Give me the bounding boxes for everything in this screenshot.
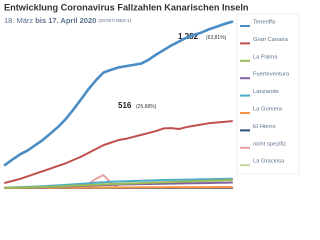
annotation-value: 516 xyxy=(118,101,132,110)
subtitle-part: (20:00 h MEZ-1) xyxy=(98,18,131,23)
legend-label: Lanzarote xyxy=(253,89,279,95)
legend-label: La Palma xyxy=(253,54,278,60)
chart: Entwicklung Coronavirus Fallzahlen Kanar… xyxy=(3,2,300,189)
chart-title: Entwicklung Coronavirus Fallzahlen Kanar… xyxy=(4,2,249,12)
legend-label: nicht spezifiz xyxy=(253,141,286,147)
annotation-share: (63,81%) xyxy=(206,35,227,41)
subtitle-part: bis 17. April 2020 xyxy=(35,16,96,25)
chart-subtitle: 18. März bis 17. April 2020 (20:00 h MEZ… xyxy=(4,16,132,25)
annotation-share: (25,68%) xyxy=(136,104,157,110)
legend-label: Fuerteventura xyxy=(253,72,290,78)
series-line xyxy=(3,20,234,167)
legend-label: La Graciosa xyxy=(253,159,285,165)
subtitle-part: 18. März xyxy=(4,16,33,25)
series-line xyxy=(4,120,233,184)
legend-label: La Gomera xyxy=(253,107,283,113)
legend-label: El Hierro xyxy=(253,124,276,130)
series-line xyxy=(4,178,233,189)
legend-label: Teneriffa xyxy=(253,20,276,26)
legend-label: Gran Canaria xyxy=(253,37,289,43)
